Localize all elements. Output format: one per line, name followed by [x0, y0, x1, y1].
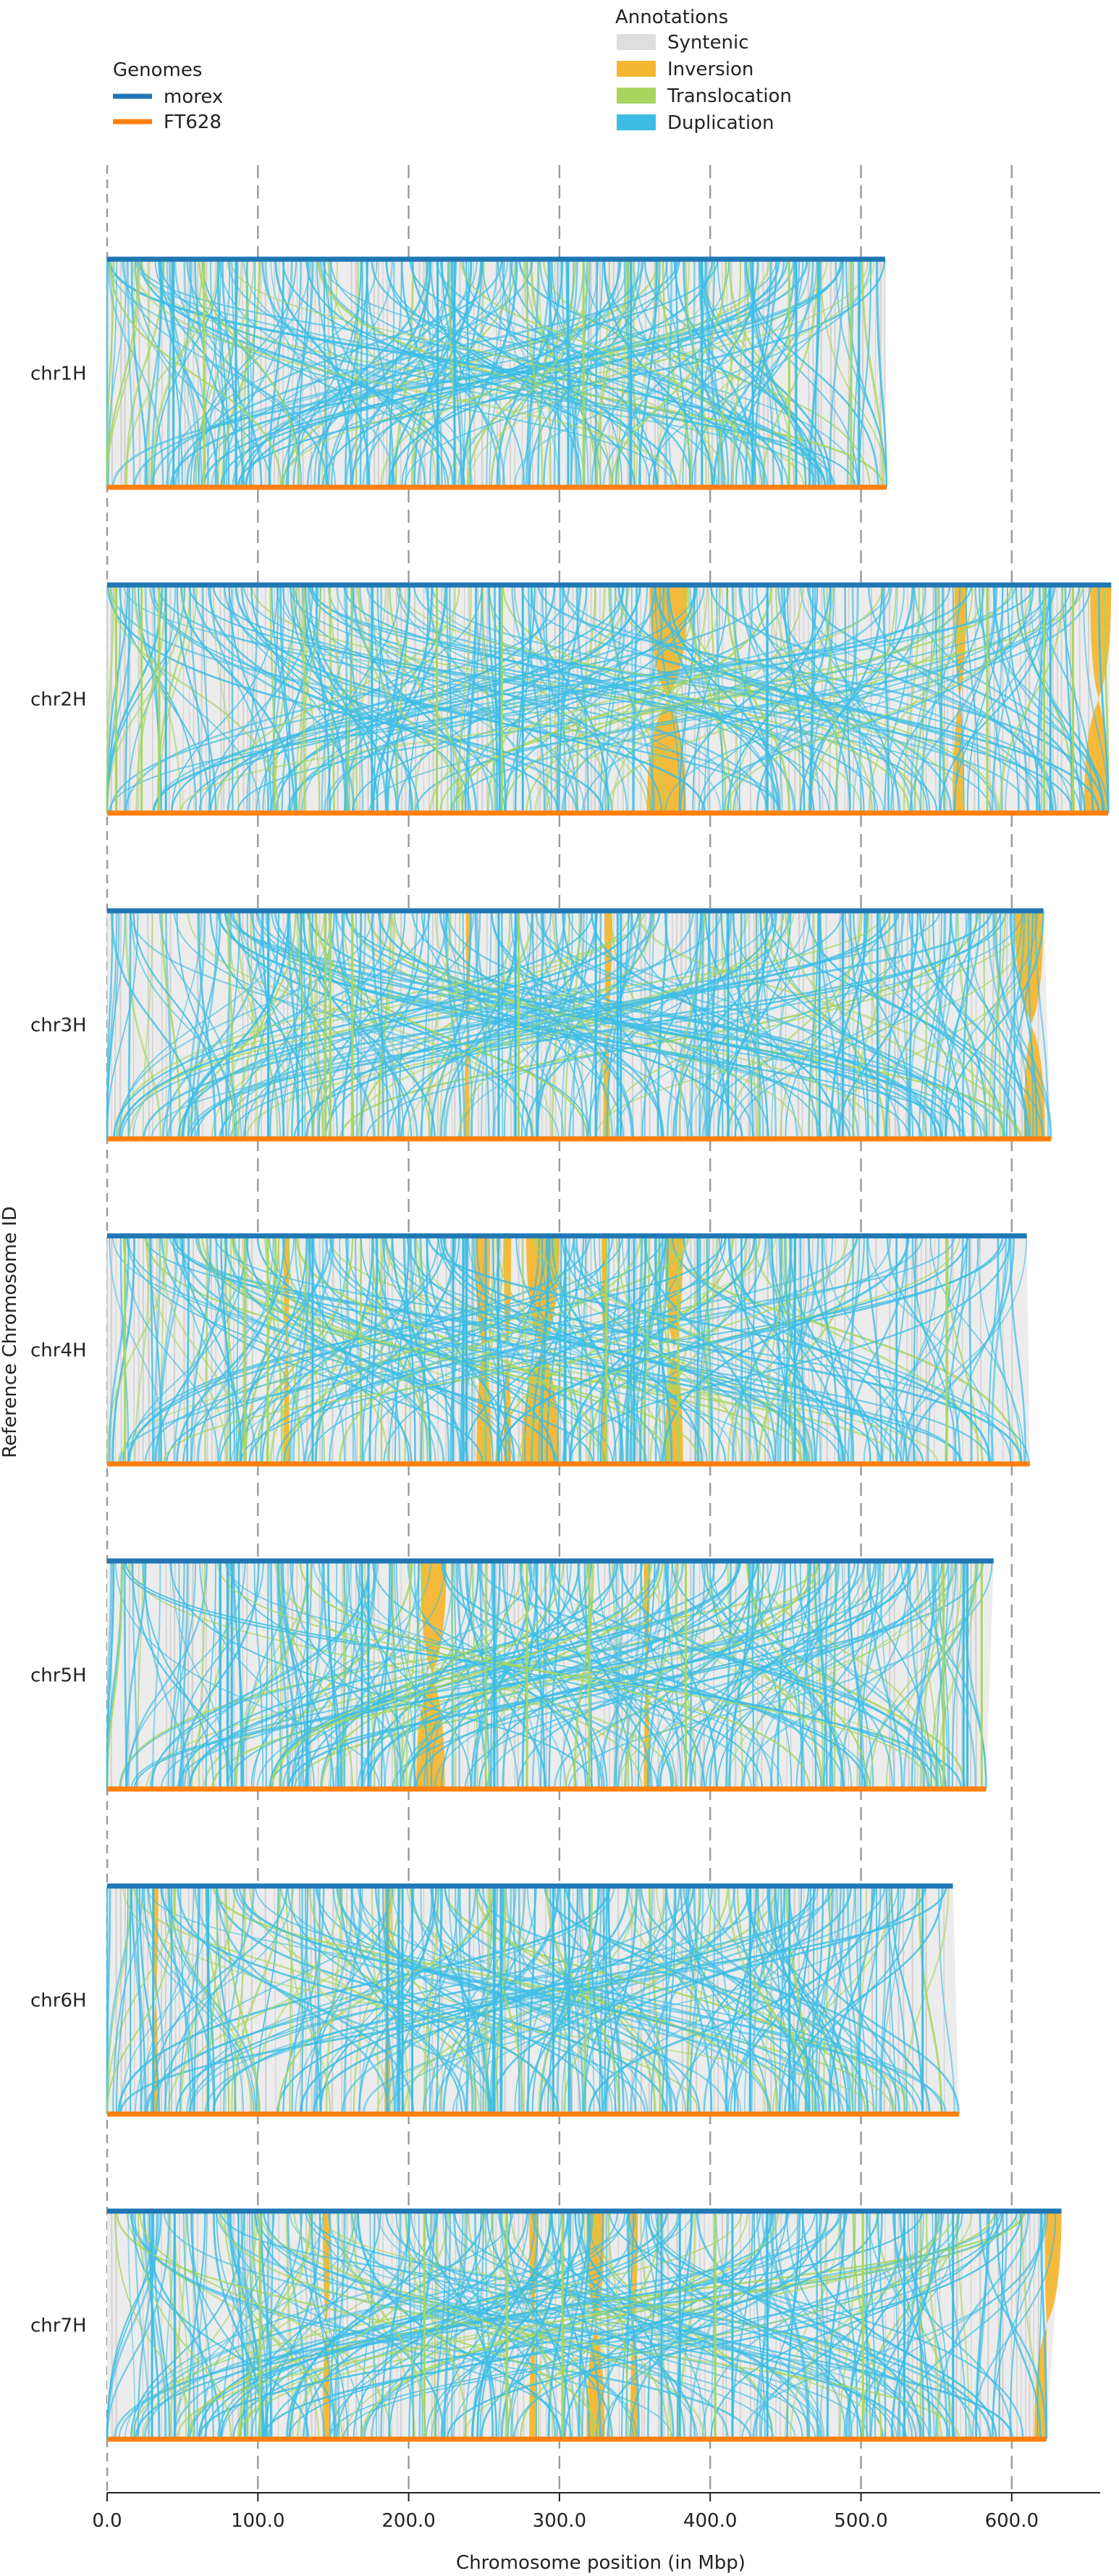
inversion-band — [416, 1561, 447, 1789]
annotations-legend: Annotations Syntenic Inversion Transloca… — [615, 7, 792, 134]
x-tick-label: 600.0 — [985, 2510, 1039, 2532]
chromosome-label: chr1H — [30, 363, 87, 385]
chromosome-label: chr2H — [30, 689, 87, 711]
panel-chr2H: chr2H — [30, 582, 1112, 816]
sv-links — [106, 584, 1110, 814]
genomes-legend: Genomes morex FT628 — [113, 59, 223, 133]
sv-links — [106, 910, 1052, 1140]
panel-chr6H: chr6H — [30, 1883, 960, 2117]
legend-swatch-inversion — [617, 61, 656, 77]
x-tick-label: 100.0 — [231, 2510, 284, 2532]
panel-chr5H: chr5H — [30, 1558, 994, 1792]
chromosome-label: chr7H — [30, 2315, 87, 2337]
x-axis: 0.0 100.0 200.0 300.0 400.0 500.0 600.0 — [92, 2492, 1100, 2532]
x-tick-label: 500.0 — [834, 2510, 887, 2532]
sv-links — [106, 1885, 960, 2115]
x-tick-label: 200.0 — [381, 2510, 435, 2532]
legend-label-ft628: FT628 — [164, 111, 221, 133]
legend-label-morex: morex — [164, 86, 223, 108]
y-axis-label: Reference Chromosome ID — [0, 1206, 21, 1458]
inversion-band — [475, 1236, 492, 1464]
chromosome-label: chr5H — [30, 1665, 87, 1687]
x-tick-label: 400.0 — [683, 2510, 737, 2532]
panel-chr7H: chr7H — [30, 2208, 1062, 2442]
chromosome-label: chr4H — [30, 1340, 87, 1362]
sv-links — [106, 258, 888, 488]
legend-label-inversion: Inversion — [667, 59, 753, 80]
panel-chr1H: chr1H — [30, 256, 888, 490]
annotations-legend-title: Annotations — [615, 7, 728, 28]
chromosome-label: chr6H — [30, 1990, 87, 2012]
legend-label-syntenic: Syntenic — [667, 32, 749, 54]
legend-swatch-syntenic — [617, 34, 656, 50]
sv-links — [106, 1235, 1030, 1465]
panel-chr4H: chr4H — [30, 1233, 1030, 1467]
legend-label-translocation: Translocation — [667, 85, 792, 107]
panel-chr3H: chr3H — [30, 908, 1052, 1142]
x-tick-label: 0.0 — [92, 2510, 122, 2532]
legend-swatch-duplication — [617, 114, 656, 130]
chromosome-panels: chr1H chr2H chr3H chr4H chr5H chr6H chr7H — [30, 256, 1112, 2442]
sv-links — [106, 1560, 993, 1790]
legend-swatch-translocation — [617, 88, 656, 104]
sv-links — [106, 2210, 1057, 2440]
legend-label-duplication: Duplication — [667, 112, 774, 134]
chromosome-label: chr3H — [30, 1015, 87, 1037]
genomes-legend-title: Genomes — [113, 59, 202, 81]
inversion-band — [1034, 2211, 1062, 2439]
x-tick-label: 300.0 — [533, 2510, 586, 2532]
x-axis-label: Chromosome position (in Mbp) — [456, 2552, 746, 2574]
